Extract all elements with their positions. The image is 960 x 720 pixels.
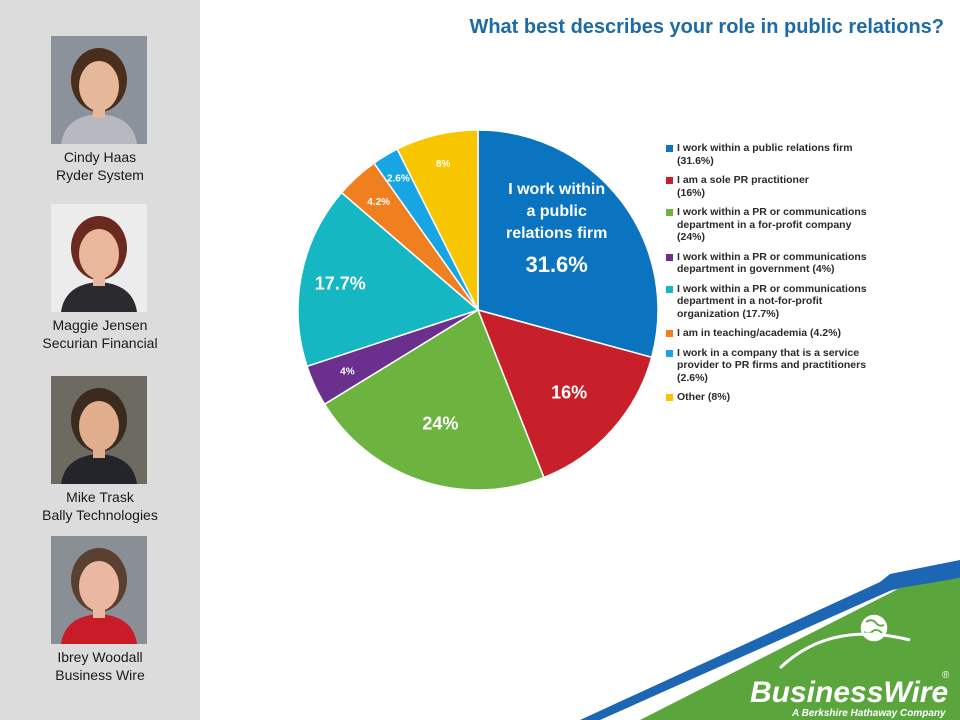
legend-label: I work within a PR or communications depa… bbox=[677, 206, 896, 244]
panelist-company: Business Wire bbox=[55, 667, 145, 683]
panelist-company: Securian Financial bbox=[42, 335, 158, 351]
slice-data-label: 8% bbox=[436, 159, 451, 170]
legend-item: I work within a PR or communications depa… bbox=[666, 283, 896, 321]
business-wire-brand-banner: BusinessWire ® A Berkshire Hathaway Comp… bbox=[580, 560, 960, 720]
legend-label: I work within a public relations firm (31… bbox=[677, 142, 896, 167]
legend-label-line: department in a for-profit company bbox=[677, 218, 852, 231]
legend-label-line: I work in a company that is a service bbox=[677, 346, 860, 359]
legend-label-line: provider to PR firms and practitioners bbox=[677, 359, 867, 371]
brand-registered: ® bbox=[942, 670, 950, 681]
panelist-sidebar: Cindy Haas Ryder System Maggie Jensen Secur… bbox=[0, 0, 200, 720]
legend-label-line: I work within a PR or communications bbox=[677, 250, 867, 263]
legend-label-line: department in government (4%) bbox=[677, 263, 835, 275]
legend-item: I work within a public relations firm (31… bbox=[666, 142, 896, 167]
legend-label: I work in a company that is a service pro… bbox=[677, 347, 896, 385]
legend-label-line: (24%) bbox=[677, 231, 706, 243]
legend-label: I am a sole PR practitioner (16%) bbox=[677, 174, 896, 199]
pie-slice bbox=[323, 308, 545, 491]
pie-slice bbox=[396, 129, 479, 311]
legend-item: I work within a PR or communications depa… bbox=[666, 251, 896, 276]
pie-slice bbox=[477, 129, 659, 359]
legend-item: I am in teaching/academia (4.2%) bbox=[666, 327, 896, 340]
legend-label-line: (16%) bbox=[677, 186, 706, 199]
legend-label-line: organization (17.7%) bbox=[677, 307, 780, 320]
banner-blue-stripe bbox=[580, 560, 960, 720]
legend-item: I work within a PR or communications depa… bbox=[666, 206, 896, 244]
legend-label-line: I am in teaching/academia (4.2%) bbox=[677, 327, 841, 339]
legend-label: I work within a PR or communications depa… bbox=[677, 283, 896, 321]
legend-label-line: I work within a public relations firm bbox=[677, 142, 853, 154]
slice-inner-text: a public bbox=[526, 203, 587, 220]
slice-inner-text: relations firm bbox=[506, 225, 607, 242]
slice-data-label: 16% bbox=[551, 383, 587, 403]
slice-data-label: 4% bbox=[340, 367, 355, 378]
legend-label-line: I am a sole PR practitioner bbox=[677, 174, 809, 186]
panelist-photo bbox=[51, 36, 147, 144]
legend-swatch bbox=[666, 285, 673, 293]
legend-item: Other (8%) bbox=[666, 391, 896, 404]
legend-swatch bbox=[666, 330, 673, 337]
legend-label: I work within a PR or communications depa… bbox=[677, 251, 896, 276]
legend-label-line: (31.6%) bbox=[677, 154, 714, 167]
slice-data-label: 31.6% bbox=[525, 252, 587, 277]
pie-slice bbox=[297, 191, 480, 368]
slice-data-label: 17.7% bbox=[315, 274, 366, 294]
legend-swatch bbox=[666, 209, 673, 216]
brand-name: BusinessWire bbox=[750, 676, 948, 709]
legend-label-line: department in a not-for-profit bbox=[677, 295, 823, 307]
legend-item: I work in a company that is a service pro… bbox=[666, 347, 896, 385]
legend-label-line: (2.6%) bbox=[677, 371, 708, 384]
globe-icon bbox=[859, 613, 889, 643]
brand-tagline: A Berkshire Hathaway Company bbox=[791, 708, 946, 719]
legend-swatch bbox=[666, 349, 673, 357]
swoosh-icon bbox=[778, 632, 911, 670]
legend-swatch bbox=[666, 394, 673, 401]
slide-title: What best describes your role in public … bbox=[469, 16, 944, 38]
panelist-company: Ryder System bbox=[56, 167, 144, 183]
legend-swatch bbox=[666, 145, 673, 152]
panelist-name: Mike Trask bbox=[66, 489, 134, 505]
slice-data-label: 2.6% bbox=[387, 173, 410, 184]
slice-data-label: 24% bbox=[422, 414, 458, 434]
slice-inner-text: I work within bbox=[508, 181, 605, 198]
legend-label: Other (8%) bbox=[677, 391, 896, 404]
chart-legend: I work within a public relations firm (31… bbox=[666, 142, 896, 411]
pie-slice bbox=[476, 308, 653, 479]
panelist-photo bbox=[51, 536, 147, 644]
panelist-name: Cindy Haas bbox=[63, 149, 137, 165]
panelist-name: Ibrey Woodall bbox=[57, 649, 143, 665]
panelist-photo bbox=[51, 204, 147, 312]
banner-green-panel bbox=[640, 578, 960, 720]
legend-label-line: Other (8%) bbox=[677, 391, 731, 403]
slice-data-label: 4.2% bbox=[367, 197, 390, 208]
panelist-company: Bally Technologies bbox=[42, 507, 158, 523]
legend-label: I am in teaching/academia (4.2%) bbox=[677, 327, 896, 340]
legend-swatch bbox=[666, 177, 673, 184]
legend-swatch bbox=[666, 253, 673, 261]
legend-label-line: I work within a PR or communications bbox=[677, 282, 867, 295]
pie-chart: I work within a public relations firm 31.6%… bbox=[297, 129, 659, 491]
panelist-photo bbox=[51, 376, 147, 484]
legend-label-line: I work within a PR or communications bbox=[677, 206, 867, 218]
legend-item: I am a sole PR practitioner (16%) bbox=[666, 174, 896, 199]
panelist-name: Maggie Jensen bbox=[52, 317, 148, 333]
